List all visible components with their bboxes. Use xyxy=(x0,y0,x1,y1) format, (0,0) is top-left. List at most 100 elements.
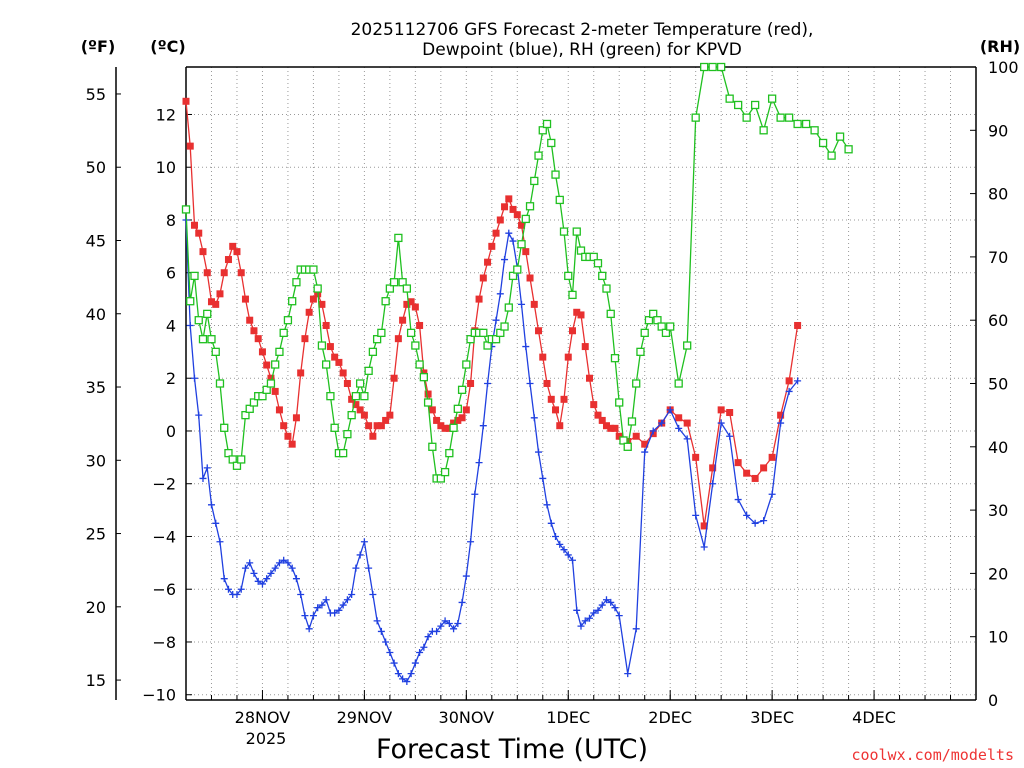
rh-point xyxy=(423,398,433,407)
temperature-point xyxy=(458,414,466,422)
series-dewpoint xyxy=(182,216,802,686)
temperature-point xyxy=(437,422,445,430)
rh-point xyxy=(428,442,437,451)
temperature-point xyxy=(564,353,572,361)
dewpoint-point xyxy=(420,643,428,651)
temperature-point xyxy=(386,411,394,419)
rh-point xyxy=(198,335,208,344)
rh-point xyxy=(288,297,297,306)
rh-point xyxy=(547,138,556,148)
rh-point xyxy=(186,297,195,306)
rh-point xyxy=(776,113,785,122)
fahrenheit-tick-label: 45 xyxy=(86,231,106,250)
temperature-point xyxy=(513,211,521,219)
dewpoint-point xyxy=(288,564,296,572)
temperature-point xyxy=(369,432,377,440)
temperature-point xyxy=(530,300,538,308)
rh-tick-label: 80 xyxy=(988,185,1008,204)
rh-point xyxy=(700,62,709,72)
temperature-point xyxy=(280,422,288,430)
temperature-point xyxy=(271,387,279,395)
rh-point xyxy=(610,354,620,363)
rh-unit-label: (RH) xyxy=(980,37,1020,56)
dewpoint-point xyxy=(717,419,725,427)
temperature-point xyxy=(190,221,198,229)
temperature-point xyxy=(556,422,564,430)
x-axis-label: Forecast Time (UTC) xyxy=(376,734,648,765)
rh-point xyxy=(708,62,717,72)
rh-point xyxy=(759,126,768,135)
dewpoint-point xyxy=(190,374,198,382)
temperature-point xyxy=(237,269,245,277)
dewpoint-point xyxy=(241,564,249,572)
temperature-point xyxy=(326,343,334,351)
temperature-point xyxy=(501,203,509,211)
dewpoint-point xyxy=(348,591,356,598)
rh-point xyxy=(411,341,420,350)
temperature-point xyxy=(263,361,271,369)
dewpoint-point xyxy=(254,577,262,585)
rh-point xyxy=(355,379,365,388)
x-tick-label: 1DEC xyxy=(546,708,590,727)
rh-point xyxy=(504,303,513,312)
rh-point xyxy=(691,113,700,122)
temperature-point xyxy=(407,298,415,306)
rh-point xyxy=(801,119,811,129)
dewpoint-point xyxy=(386,649,394,657)
temperature-point xyxy=(611,424,619,432)
temperature-point xyxy=(488,242,496,250)
rh-point xyxy=(491,335,501,344)
dewpoint-point xyxy=(607,598,615,606)
dewpoint-point xyxy=(594,606,602,614)
dewpoint-point xyxy=(280,556,288,564)
temperature-point xyxy=(573,308,581,316)
dewpoint-point xyxy=(284,559,292,567)
rh-point xyxy=(827,151,836,160)
rh-point xyxy=(734,100,743,110)
rh-point xyxy=(559,227,569,236)
rh-tick-label: 10 xyxy=(988,628,1008,647)
rh-tick-label: 100 xyxy=(988,58,1019,77)
dewpoint-point xyxy=(479,422,487,430)
temperature-point xyxy=(428,406,436,414)
rh-point xyxy=(632,379,641,388)
dewpoint-point xyxy=(785,387,793,395)
dewpoint-point xyxy=(445,620,453,628)
rh-point xyxy=(657,322,666,331)
dewpoint-point xyxy=(411,659,419,667)
temperature-point xyxy=(258,348,266,356)
dewpoint-point xyxy=(433,627,441,635)
dewpoint-point xyxy=(250,569,258,577)
temperature-point xyxy=(581,343,589,351)
dewpoint-point xyxy=(535,448,543,456)
dewpoint-point xyxy=(675,424,683,432)
dewpoint-point xyxy=(246,559,254,567)
dewpoint-point xyxy=(403,678,411,686)
rh-point xyxy=(767,94,777,103)
dewpoint-point xyxy=(641,448,649,456)
dewpoint-point xyxy=(611,604,619,612)
dewpoint-point xyxy=(615,612,623,620)
dewpoint-point xyxy=(590,609,598,617)
rh-point xyxy=(313,284,322,293)
dewpoint-point xyxy=(692,511,700,519)
dewpoint-point xyxy=(598,601,606,609)
temperature-point xyxy=(632,432,640,440)
dewpoint-point xyxy=(484,380,492,387)
rh-point xyxy=(241,410,250,420)
temperature-point xyxy=(352,401,360,409)
dewpoint-point xyxy=(373,617,381,625)
dewpoint-point xyxy=(267,569,275,577)
temperature-point xyxy=(594,411,602,419)
rh-point xyxy=(389,278,399,287)
dewpoint-point xyxy=(777,419,785,427)
rh-point xyxy=(725,94,734,103)
x-tick-label: 30NOV xyxy=(439,708,495,727)
temperature-point xyxy=(518,221,526,229)
rh-point xyxy=(372,335,382,344)
rh-point xyxy=(517,240,526,249)
temperature-point xyxy=(275,406,283,414)
rh-point xyxy=(479,328,488,338)
dewpoint-point xyxy=(683,435,691,443)
